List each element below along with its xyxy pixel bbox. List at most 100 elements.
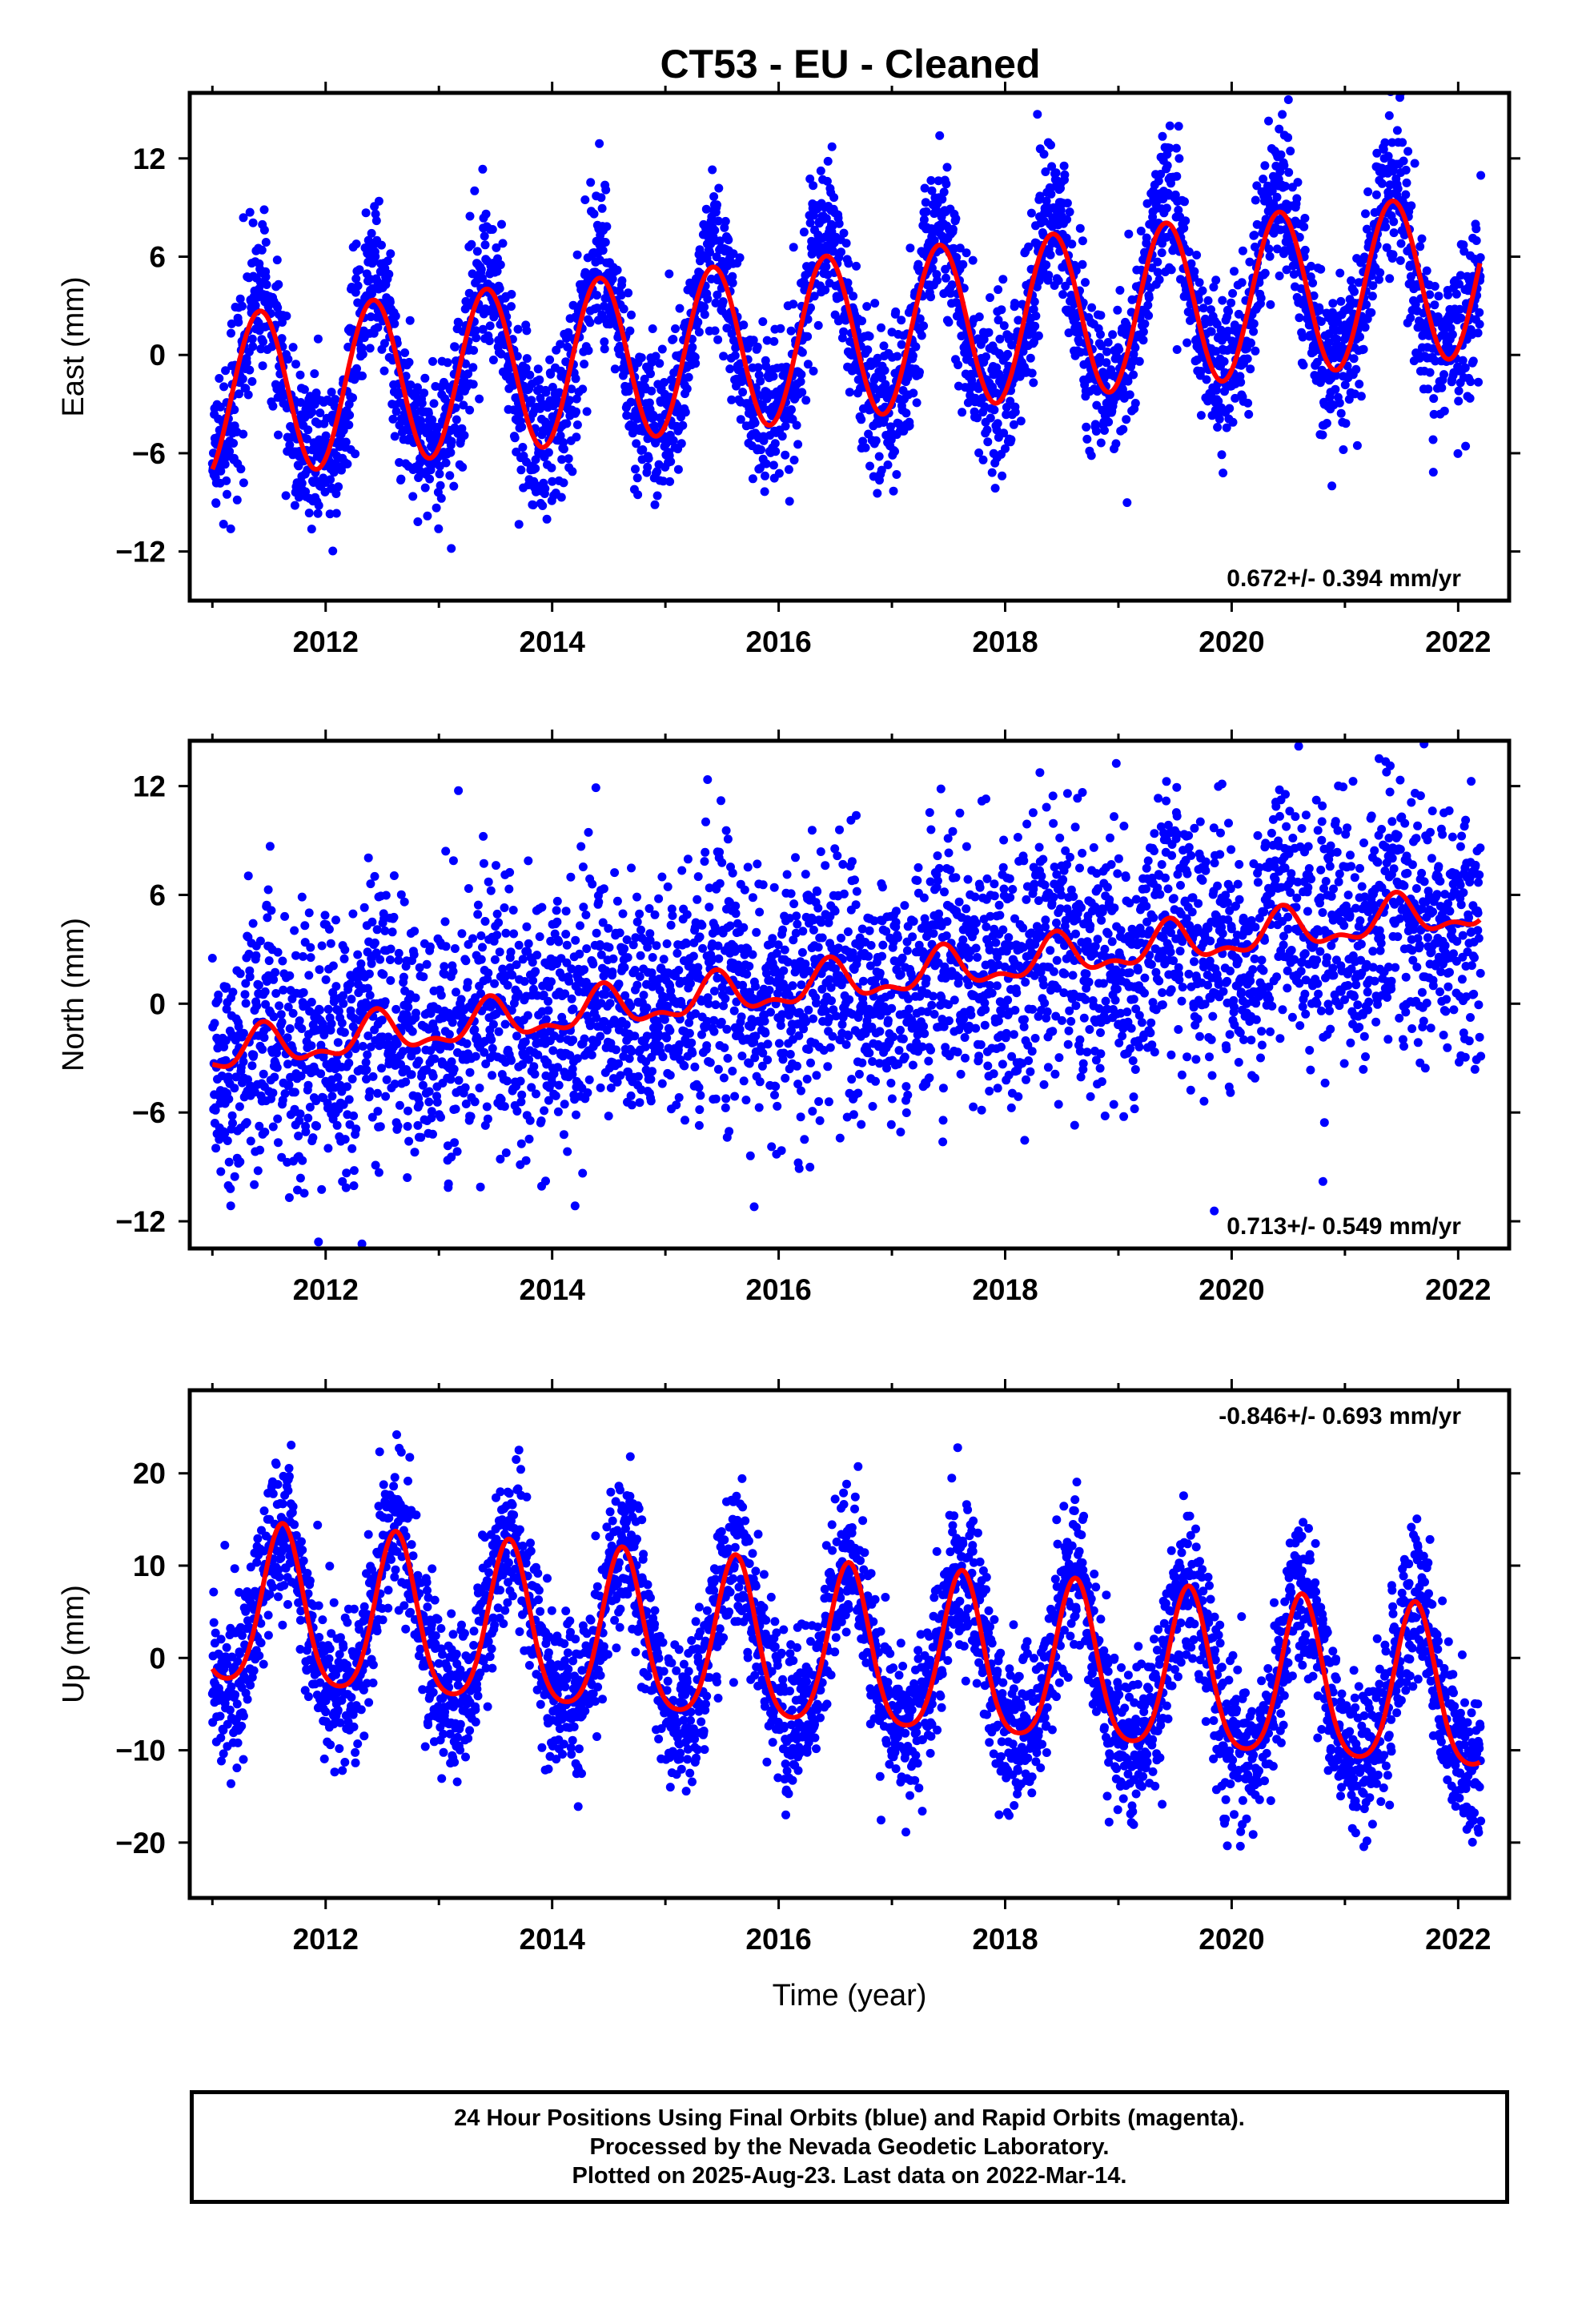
north-point-294 (307, 997, 316, 1007)
east-point-1174 (602, 222, 612, 231)
north-point-708 (448, 967, 458, 976)
east-point-3399 (1355, 332, 1364, 342)
east-point-677 (436, 480, 445, 490)
east-point-2950 (1202, 375, 1211, 384)
east-point-1315 (651, 352, 661, 361)
north-point-207 (277, 1017, 287, 1027)
east-point-703 (445, 471, 455, 480)
east-point-3598 (1422, 266, 1431, 275)
north-point-290 (306, 943, 315, 952)
north-point-383 (337, 1019, 347, 1027)
north-point-463 (364, 969, 374, 979)
north-point-237 (288, 1008, 298, 1018)
east-point-440 (358, 349, 367, 359)
east-point-801 (478, 274, 487, 283)
north-point-647 (428, 1129, 437, 1139)
east-point-2620 (1087, 303, 1097, 312)
east-point-1885 (843, 278, 853, 287)
east-point-1332 (657, 344, 667, 354)
east-point-3079 (1247, 339, 1255, 348)
east-point-3514 (1393, 184, 1403, 194)
east-point-3688 (1456, 313, 1466, 323)
east-point-2028 (892, 470, 901, 479)
east-point-2356 (999, 321, 1009, 331)
north-point-855 (500, 1019, 510, 1029)
east-point-739 (457, 424, 467, 433)
east-point-94 (239, 213, 248, 223)
east-point-1167 (600, 344, 609, 354)
north-point-813 (488, 1071, 496, 1080)
north-point-1187 (614, 979, 624, 989)
east-point-1494 (710, 226, 720, 235)
east-point-1717 (787, 405, 796, 414)
east-point-118 (247, 334, 257, 344)
east-point-2777 (1142, 233, 1151, 243)
north-point-811 (487, 1035, 496, 1044)
north-point-610 (414, 1056, 424, 1066)
east-point-155 (259, 205, 269, 215)
east-point-3327 (1331, 384, 1340, 394)
east-point-3576 (1415, 242, 1425, 251)
east-point-1887 (844, 259, 853, 268)
north-point-418 (349, 1166, 359, 1176)
east-point-2593 (1078, 259, 1087, 269)
east-point-196 (274, 279, 283, 289)
east-point-1547 (727, 329, 737, 339)
east-point-3383 (1349, 354, 1359, 364)
east-ytick-label--6: −6 (132, 437, 166, 470)
east-point-1191 (608, 275, 617, 283)
east-point-1785 (809, 292, 819, 301)
east-point-2167 (938, 195, 947, 204)
east-point-3092 (1251, 346, 1260, 356)
east-point-2496 (1046, 250, 1055, 259)
east-point-3562 (1410, 159, 1419, 168)
east-point-1570 (735, 253, 745, 263)
east-point-3086 (1249, 327, 1259, 336)
east-point-2410 (1018, 347, 1028, 356)
east-point-1983 (877, 323, 885, 332)
east-xtick-label-2020: 2020 (1199, 625, 1264, 658)
east-point-3320 (1328, 299, 1338, 308)
north-point-120 (249, 1050, 259, 1059)
east-point-1218 (617, 276, 627, 285)
north-point-498 (375, 1122, 385, 1132)
north-point-1075 (576, 921, 584, 931)
east-point-3467 (1377, 179, 1387, 188)
east-rate-label: 0.672+/- 0.394 mm/yr (1227, 565, 1461, 592)
north-point-56 (226, 1201, 235, 1211)
east-point-2099 (915, 368, 924, 377)
north-point-722 (454, 1076, 464, 1085)
east-point-3653 (1443, 290, 1453, 300)
east-point-1521 (719, 352, 729, 361)
east-point-2301 (982, 352, 990, 361)
north-point-1131 (594, 897, 604, 907)
east-point-2358 (1001, 444, 1010, 453)
east-point-2822 (1157, 248, 1166, 258)
east-point-1143 (592, 291, 601, 300)
east-point-606 (413, 383, 422, 392)
east-point-592 (408, 492, 418, 501)
east-point-193 (273, 303, 283, 312)
north-point-714 (451, 1104, 460, 1114)
north-point-950 (535, 932, 544, 942)
east-point-1580 (739, 320, 749, 330)
east-point-782 (471, 326, 480, 336)
north-point-906 (518, 955, 528, 964)
north-point-920 (523, 1011, 532, 1020)
east-point-496 (377, 240, 386, 250)
east-point-3068 (1243, 354, 1252, 364)
north-point-403 (344, 1095, 354, 1104)
north-point-438 (356, 959, 366, 968)
east-point-351 (327, 388, 336, 397)
east-point-2836 (1162, 203, 1171, 213)
north-point-259 (295, 1109, 305, 1119)
north-point-801 (483, 1114, 492, 1124)
east-point-2766 (1138, 336, 1148, 345)
east-point-1232 (622, 411, 632, 420)
east-point-1082 (571, 374, 580, 384)
east-point-302 (310, 369, 319, 379)
east-point-180 (268, 401, 278, 411)
east-point-672 (434, 524, 444, 533)
east-point-2534 (1058, 290, 1068, 300)
north-point-671 (436, 991, 446, 1000)
